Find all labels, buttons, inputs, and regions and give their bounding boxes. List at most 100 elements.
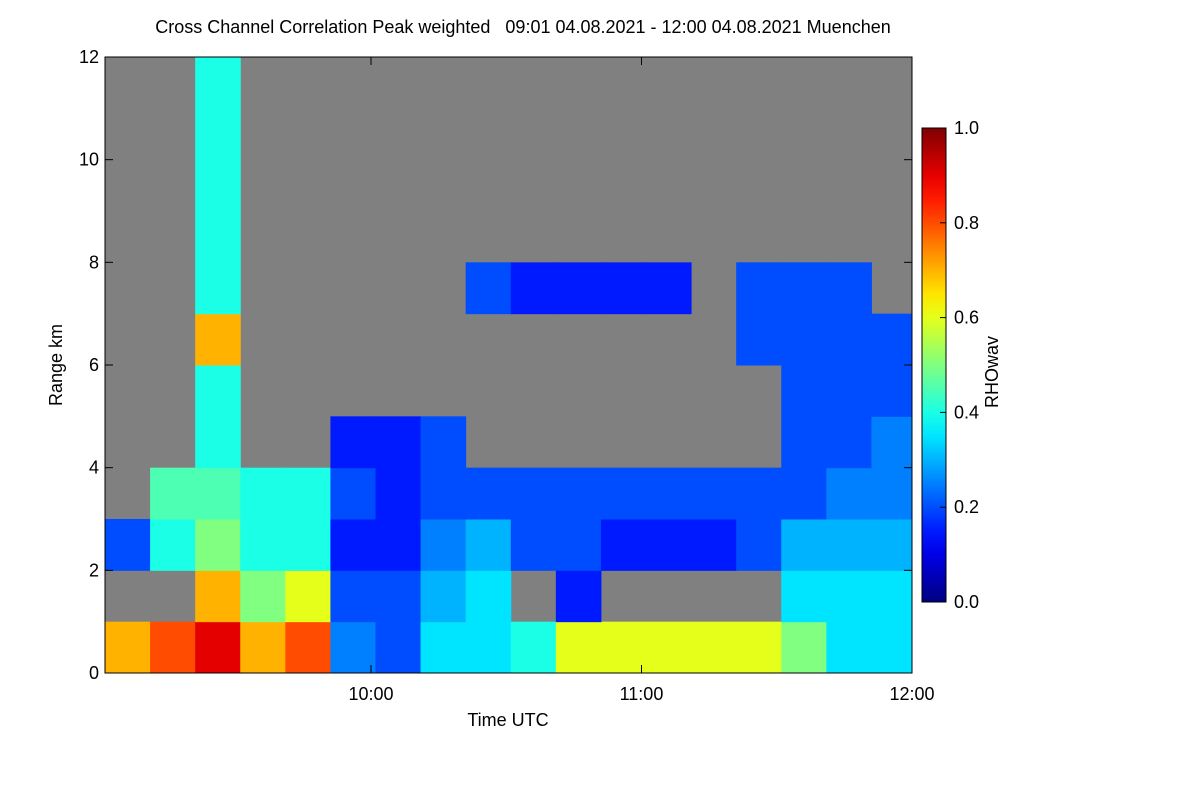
heat-cell [736,262,782,315]
heat-cell [150,519,196,571]
heat-cell [465,467,512,520]
y-tick-label: 10 [79,150,99,170]
colorbar [921,127,947,603]
heat-cell [691,621,737,673]
chart-title: Cross Channel Correlation Peak weighted … [155,17,891,37]
heat-cell [420,416,467,469]
x-tick-label: 12:00 [889,684,934,704]
heat-cell [871,621,912,673]
x-tick-label: 11:00 [620,684,664,704]
heat-cell [105,519,151,571]
heat-cell [420,570,467,623]
heat-cell [600,467,647,520]
heat-cell [555,570,602,623]
heat-cell [781,621,827,673]
heat-cell [826,519,872,571]
colorbar-label: RHOwav [982,336,1002,408]
heat-cell [465,262,512,315]
x-axis-label: Time UTC [467,710,548,730]
heat-cell [285,621,331,673]
heat-cell [195,467,241,520]
heat-cell [646,621,692,673]
heat-cell [826,416,872,469]
heat-cell [510,621,557,673]
heat-cell [150,621,196,673]
heat-cell [330,519,377,571]
heat-cell [195,262,241,315]
heat-cell [465,519,512,571]
y-tick-label: 4 [89,458,99,478]
heat-cell [781,262,827,315]
heat-cell [240,621,286,673]
heat-cell [600,621,647,673]
y-tick-label: 12 [79,47,99,67]
colorbar-tick-label: 0.0 [954,592,979,612]
heat-cell [871,570,912,623]
heat-cell [195,108,241,161]
heat-cell [330,416,377,469]
heat-cell [646,519,692,571]
y-tick-label: 2 [89,560,99,580]
heat-cell [420,519,467,571]
y-tick-label: 8 [89,252,99,272]
cells [105,57,912,673]
heat-cell [781,570,827,623]
heat-cell [375,621,422,673]
heat-cell [105,621,151,673]
heat-cell [195,570,241,623]
heat-cell [826,313,872,366]
heat-cell [736,313,782,366]
heat-cell [465,621,512,673]
heat-cell [195,211,241,263]
heat-cell [691,519,737,571]
heat-cell [375,570,422,623]
heat-cell [510,467,557,520]
x-tick-label: 10:00 [348,684,393,704]
colorbar-tick-label: 0.4 [954,402,979,422]
heat-cell [555,621,602,673]
colorbar-tick-label: 0.6 [954,308,979,328]
heat-cell [736,519,782,571]
heat-cell [736,621,782,673]
y-axis-label: Range km [46,324,66,406]
colorbar-tick-label: 0.2 [954,497,979,517]
heat-cell [375,519,422,571]
heat-cell [195,313,241,366]
heat-cell [150,467,196,520]
heat-cell [826,262,872,315]
heat-cell [871,365,912,417]
heat-cell [871,313,912,366]
heat-cell [781,467,827,520]
heat-cell [781,365,827,417]
heat-cell [195,621,241,673]
heat-cell [555,467,602,520]
y-tick-label: 0 [89,663,99,683]
heat-cell [871,467,912,520]
heat-cell [285,467,331,520]
heat-cell [375,467,422,520]
heat-cell [826,365,872,417]
y-tick-label: 6 [89,355,99,375]
heat-cell [195,159,241,212]
heat-cell [240,570,286,623]
heat-cell [555,519,602,571]
heat-cell [375,416,422,469]
heat-cell [195,365,241,417]
heat-cell [420,621,467,673]
heat-cell [646,262,692,315]
heat-cell [600,519,647,571]
heat-cell [691,467,737,520]
heat-cell [330,621,377,673]
heat-cell [826,621,872,673]
heat-cell [781,313,827,366]
colorbar-tick-label: 0.8 [954,213,979,233]
heat-cell [510,262,557,315]
heat-cell [420,467,467,520]
heat-cell [510,519,557,571]
heat-cell [781,519,827,571]
heat-cell [465,570,512,623]
heat-cell [555,262,602,315]
colorbar-tick-label: 1.0 [954,118,979,138]
heat-cell [781,416,827,469]
